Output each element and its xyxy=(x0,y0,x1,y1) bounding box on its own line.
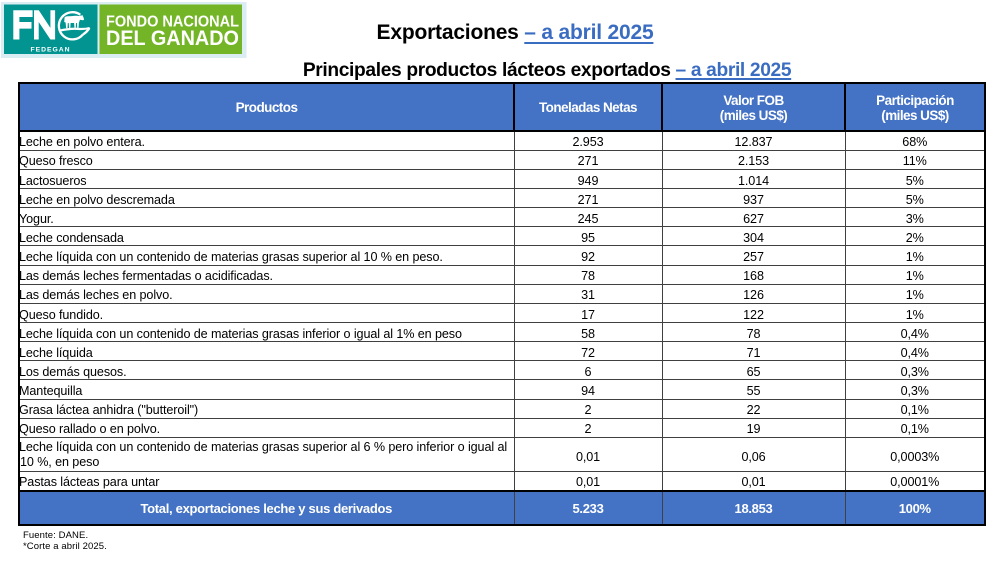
svg-text:FEDEGAN: FEDEGAN xyxy=(31,46,71,53)
svg-text:FONDO NACIONAL: FONDO NACIONAL xyxy=(106,13,239,30)
svg-text:DEL GANADO: DEL GANADO xyxy=(106,27,239,50)
